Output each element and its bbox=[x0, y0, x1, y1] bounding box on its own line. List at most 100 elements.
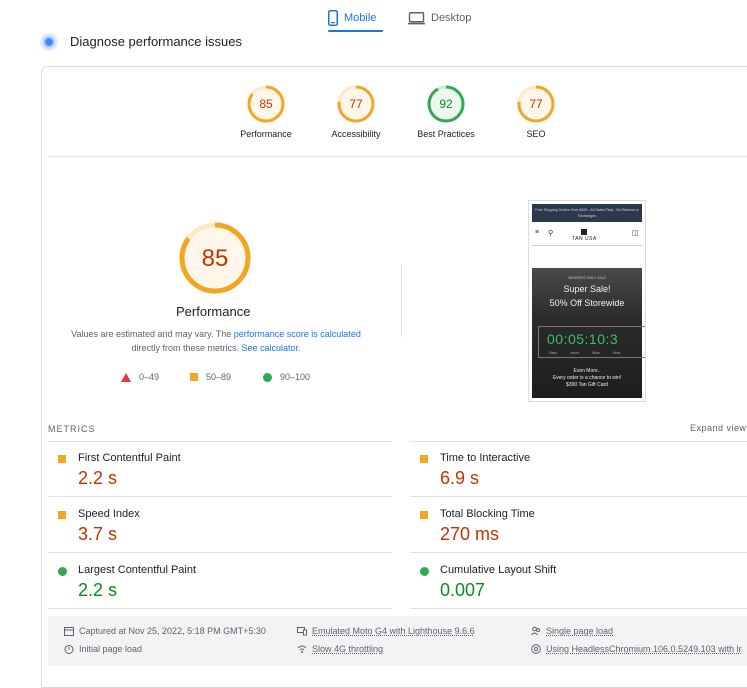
gauge-seo[interactable]: 77 SEO bbox=[496, 85, 576, 139]
preview-logo: TAN USA bbox=[572, 229, 597, 242]
gauge-score: 85 bbox=[259, 97, 273, 111]
gauge-best-practices[interactable]: 92 Best Practices bbox=[406, 85, 486, 139]
preview-footer-line: Every order is a chance to win! bbox=[552, 375, 622, 381]
note-text: directly from these metrics. bbox=[131, 343, 242, 353]
gauge-score: 92 bbox=[439, 97, 453, 111]
single-text: Single page load bbox=[546, 626, 614, 636]
circle-icon bbox=[263, 372, 272, 382]
gauge-score: 77 bbox=[529, 97, 543, 111]
pass-circle-icon bbox=[420, 567, 429, 576]
wifi-icon bbox=[297, 645, 307, 653]
metric-divider bbox=[410, 608, 747, 609]
gauge-ring: 92 bbox=[427, 85, 465, 123]
main-performance-gauge: 85 bbox=[179, 222, 251, 294]
browser-info[interactable]: Using HeadlessChromium 106.0.5249.103 wi… bbox=[531, 644, 742, 654]
metric-value: 0.007 bbox=[440, 580, 486, 600]
logo-text: TAN USA bbox=[572, 236, 597, 242]
gauge-label: SEO bbox=[526, 129, 546, 139]
legend-average: 50–89 bbox=[190, 372, 231, 382]
runtime-settings-footer bbox=[48, 616, 747, 666]
metric-value: 270 ms bbox=[440, 524, 500, 544]
metric-divider bbox=[410, 496, 747, 497]
gauge-label: Performance bbox=[240, 129, 292, 139]
pass-circle-icon bbox=[58, 567, 67, 576]
initial-page-load: Initial page load bbox=[64, 644, 142, 654]
metric-name: Total Blocking Time bbox=[440, 508, 535, 520]
section-divider bbox=[48, 156, 747, 157]
average-square-icon bbox=[420, 511, 428, 519]
metric-divider bbox=[48, 552, 392, 553]
performance-score-link[interactable]: performance score is calculated bbox=[233, 329, 361, 339]
legend-label: 50–89 bbox=[206, 372, 232, 382]
preview-footer: Even More.. Every order is a chance to w… bbox=[532, 368, 642, 389]
metric-name: Largest Contentful Paint bbox=[78, 564, 197, 576]
tab-desktop-label: Desktop bbox=[431, 12, 472, 24]
legend-pass: 90–100 bbox=[263, 372, 310, 382]
single-page-load[interactable]: Single page load bbox=[531, 626, 613, 636]
gauge-performance[interactable]: 85 Performance bbox=[226, 85, 306, 139]
average-square-icon bbox=[58, 455, 66, 463]
active-tab-indicator bbox=[328, 30, 383, 32]
legend-fail: 0–49 bbox=[121, 372, 159, 382]
metrics-heading: METRICS bbox=[48, 424, 96, 434]
metric-divider bbox=[410, 552, 747, 553]
countdown-units: Days Hours Mins Secs bbox=[549, 351, 621, 355]
tab-mobile-label: Mobile bbox=[344, 12, 377, 24]
captured-at: Captured at Nov 25, 2022, 5:18 PM GMT+5:… bbox=[64, 626, 266, 636]
gauge-label: Best Practices bbox=[417, 129, 475, 139]
triangle-icon bbox=[121, 372, 131, 382]
gauge-ring: 85 bbox=[247, 85, 285, 123]
metric-divider bbox=[48, 608, 392, 609]
timer-icon bbox=[64, 645, 74, 654]
metric-divider bbox=[410, 441, 747, 442]
main-gauge-title: Performance bbox=[176, 304, 251, 319]
logo-mark bbox=[581, 229, 588, 235]
preview-headline: Super Sale! bbox=[563, 284, 611, 294]
metric-value: 2.2 s bbox=[78, 468, 118, 488]
gauge-accessibility[interactable]: 77 Accessibility bbox=[316, 85, 396, 139]
preview-divider bbox=[532, 245, 642, 246]
preview-small-text: MEMBERS ONLY SALE bbox=[568, 276, 606, 280]
preview-footer-line: Even More.. bbox=[573, 368, 601, 374]
emulated-device[interactable]: Emulated Moto G4 with Lighthouse 9.6.6 bbox=[297, 626, 475, 636]
chrome-icon bbox=[531, 644, 541, 654]
tab-mobile[interactable]: Mobile bbox=[328, 6, 376, 30]
metric-divider bbox=[48, 496, 392, 497]
search-icon: ⚲ bbox=[548, 230, 554, 237]
people-icon bbox=[531, 626, 540, 636]
calendar-icon bbox=[64, 627, 74, 636]
diagnose-icon bbox=[40, 33, 58, 51]
gauge-ring: 77 bbox=[337, 85, 375, 123]
diagnose-title: Diagnose performance issues bbox=[70, 34, 242, 49]
desktop-icon bbox=[408, 11, 425, 24]
devices-icon bbox=[297, 627, 307, 636]
legend-label: 90–100 bbox=[280, 372, 311, 382]
preview-hero: MEMBERS ONLY SALE Super Sale! 50% Off St… bbox=[532, 268, 645, 398]
see-calculator-link[interactable]: See calculator. bbox=[241, 343, 301, 353]
network-throttling[interactable]: Slow 4G throttling bbox=[297, 644, 383, 654]
metric-value: 6.9 s bbox=[440, 468, 480, 488]
expand-view-toggle[interactable]: Expand view bbox=[690, 423, 747, 433]
score-note: Values are estimated and may vary. The p… bbox=[66, 327, 366, 355]
countdown-digits: 00:05:10:3 bbox=[547, 331, 619, 347]
metric-divider bbox=[48, 441, 392, 442]
page-screenshot-preview[interactable]: Free Shipping Orders Over $100 - All Sal… bbox=[528, 200, 646, 402]
captured-text: Captured at Nov 25, 2022, 5:18 PM GMT+5:… bbox=[79, 626, 266, 636]
main-gauge-score: 85 bbox=[202, 245, 229, 272]
gauge-label: Accessibility bbox=[331, 129, 381, 139]
initial-text: Initial page load bbox=[79, 644, 143, 654]
preview-footer-line: $300 Tan Gift Card bbox=[566, 382, 608, 388]
device-text: Emulated Moto G4 with Lighthouse 9.6.6 bbox=[312, 626, 475, 636]
menu-icon: ≡ bbox=[535, 229, 540, 236]
square-icon bbox=[190, 373, 198, 381]
metric-name: Cumulative Layout Shift bbox=[440, 564, 557, 576]
metric-name: First Contentful Paint bbox=[78, 452, 181, 464]
metric-name: Speed Index bbox=[78, 508, 140, 520]
metric-value: 3.7 s bbox=[78, 524, 118, 544]
legend-label: 0–49 bbox=[139, 372, 160, 382]
metric-value: 2.2 s bbox=[78, 580, 118, 600]
gauge-score: 77 bbox=[349, 97, 363, 111]
phone-icon bbox=[328, 10, 338, 26]
tab-desktop[interactable]: Desktop bbox=[408, 6, 471, 30]
bag-icon: ◫ bbox=[632, 230, 639, 237]
